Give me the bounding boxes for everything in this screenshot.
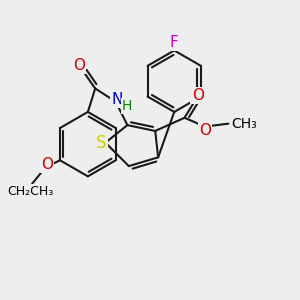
Text: O: O [192, 88, 204, 103]
Text: F: F [170, 35, 178, 50]
Text: O: O [73, 58, 85, 73]
Text: CH₂CH₃: CH₂CH₃ [8, 185, 54, 198]
Text: N: N [112, 92, 123, 107]
Text: O: O [199, 123, 211, 138]
Text: H: H [122, 99, 132, 113]
Text: S: S [96, 134, 106, 152]
Text: CH₃: CH₃ [231, 117, 257, 130]
Text: O: O [41, 157, 53, 172]
